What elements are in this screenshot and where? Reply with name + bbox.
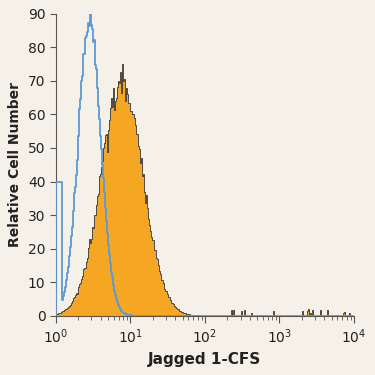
X-axis label: Jagged 1-CFS: Jagged 1-CFS (148, 352, 262, 367)
Y-axis label: Relative Cell Number: Relative Cell Number (8, 82, 22, 247)
